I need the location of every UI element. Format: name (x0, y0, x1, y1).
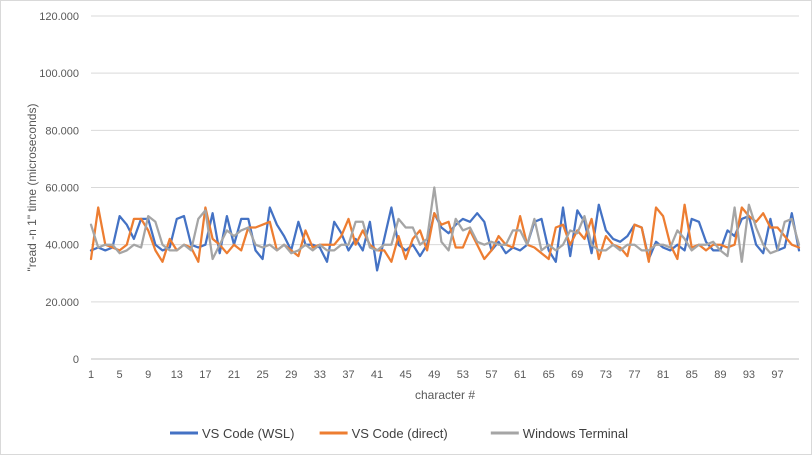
y-tick-label: 40.000 (45, 240, 79, 252)
x-tick-label: 33 (314, 369, 326, 381)
legend-label: VS Code (WSL) (202, 426, 294, 441)
x-tick-label: 85 (686, 369, 698, 381)
x-tick-label: 25 (257, 369, 269, 381)
x-tick-label: 13 (171, 369, 183, 381)
x-tick-label: 89 (714, 369, 726, 381)
x-tick-label: 37 (342, 369, 354, 381)
x-tick-label: 49 (428, 369, 440, 381)
x-tick-label: 45 (400, 369, 412, 381)
y-tick-label: 80.000 (45, 125, 79, 137)
x-axis-ticks: 1 5 9 13 17 21 25 29 33 37 41 45 49 53 57 61 65 69 73 77 81 8… (88, 369, 784, 381)
series-line (89, 186, 801, 263)
x-tick-label: 17 (199, 369, 211, 381)
x-tick-label: 1 (88, 369, 94, 381)
x-tick-label: 5 (117, 369, 123, 381)
series-lines (89, 186, 801, 272)
series-line (89, 203, 801, 263)
x-tick-label: 41 (371, 369, 383, 381)
x-tick-label: 9 (145, 369, 151, 381)
legend: VS Code (WSL) VS Code (direct) Windows Ter… (170, 426, 628, 441)
x-tick-label: 77 (628, 369, 640, 381)
x-tick-label: 21 (228, 369, 240, 381)
y-tick-label: 120.000 (39, 11, 79, 23)
y-axis-title: "read -n 1" time (microseconds) (25, 104, 39, 272)
y-tick-label: 100.000 (39, 68, 79, 80)
x-tick-label: 53 (457, 369, 469, 381)
legend-label: VS Code (direct) (352, 426, 448, 441)
x-tick-label: 29 (285, 369, 297, 381)
x-tick-label: 93 (743, 369, 755, 381)
x-tick-label: 57 (485, 369, 497, 381)
x-tick-label: 65 (543, 369, 555, 381)
x-tick-label: 97 (771, 369, 783, 381)
x-tick-label: 61 (514, 369, 526, 381)
y-tick-label: 20.000 (45, 297, 79, 309)
x-tick-label: 69 (571, 369, 583, 381)
gridlines (91, 15, 799, 360)
y-tick-label: 60.000 (45, 183, 79, 195)
x-tick-label: 81 (657, 369, 669, 381)
y-tick-label: 0 (73, 354, 79, 366)
legend-label: Windows Terminal (523, 426, 628, 441)
y-axis-ticks: 0 20.000 40.000 60.000 80.000 100.000 120.000 (39, 11, 79, 366)
x-axis-title: character # (415, 388, 475, 402)
x-tick-label: 73 (600, 369, 612, 381)
